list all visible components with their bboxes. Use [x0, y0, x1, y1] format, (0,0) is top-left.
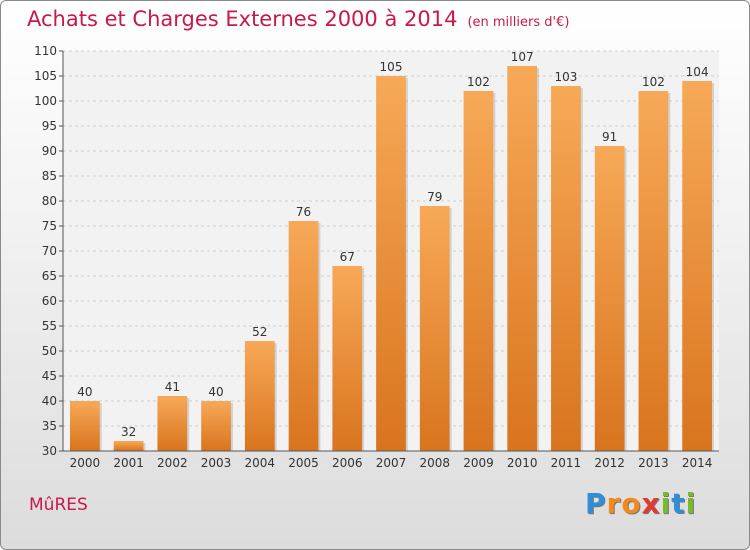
- logo-letter: i: [660, 487, 672, 520]
- x-tick-label: 2005: [288, 456, 319, 470]
- x-tick-label: 2012: [594, 456, 625, 470]
- logo-letter: x: [641, 487, 661, 520]
- y-tick-label: 105: [34, 69, 57, 83]
- x-tick-label: 2002: [157, 456, 188, 470]
- x-tick-label: 2000: [70, 456, 101, 470]
- logo-letter: i: [685, 487, 697, 520]
- data-label: 91: [602, 130, 617, 144]
- bar: [638, 91, 669, 451]
- y-tick-label: 85: [42, 169, 57, 183]
- data-label: 32: [121, 425, 136, 439]
- x-tick-label: 2007: [376, 456, 407, 470]
- x-tick-labels: 2000 2001 2002 2003 2004 2005 2006 2007 2008 2009…: [70, 456, 713, 470]
- data-label: 52: [252, 325, 267, 339]
- data-label: 105: [380, 60, 403, 74]
- data-label: 40: [208, 385, 223, 399]
- y-tick-labels: 30 35 40 45 50 55 60 65 70 75 80 85 90 95 100 105 110: [34, 44, 57, 458]
- bar: [507, 66, 538, 451]
- y-tick-label: 55: [42, 319, 57, 333]
- bar: [682, 81, 713, 451]
- bar: [332, 266, 363, 451]
- y-tick-label: 80: [42, 194, 57, 208]
- x-tick-label: 2001: [113, 456, 144, 470]
- bar: [376, 76, 406, 451]
- bar: [201, 401, 231, 451]
- data-label: 67: [340, 250, 355, 264]
- x-tick-label: 2008: [419, 456, 450, 470]
- commune-name: MûRES: [29, 495, 88, 515]
- y-tick-label: 90: [42, 144, 57, 158]
- bar: [157, 396, 188, 451]
- bar: [288, 221, 319, 451]
- y-tick-label: 45: [42, 369, 57, 383]
- x-tick-label: 2014: [682, 456, 713, 470]
- x-tick-label: 2004: [245, 456, 276, 470]
- chart-subtitle: (en milliers d'€): [467, 15, 570, 30]
- axes: [62, 51, 719, 452]
- data-labels: 40 32 41 40 52 76 67 105 79 102 107 103 91 102 104: [77, 50, 708, 439]
- proxiti-logo: Proxiti: [585, 487, 696, 520]
- y-tick-label: 75: [42, 219, 57, 233]
- data-label: 104: [686, 65, 709, 79]
- chart-title-text: Achats et Charges Externes 2000 à 2014: [27, 7, 458, 31]
- logo-letter: t: [671, 487, 686, 520]
- bar: [69, 401, 100, 451]
- bar: [419, 206, 450, 451]
- data-label: 107: [511, 50, 534, 64]
- data-label: 41: [165, 380, 180, 394]
- y-tick-label: 35: [42, 419, 57, 433]
- y-tick-label: 65: [42, 269, 57, 283]
- y-tick-label: 60: [42, 294, 57, 308]
- y-tick-label: 110: [34, 44, 57, 58]
- x-tick-label: 2013: [638, 456, 669, 470]
- data-label: 76: [296, 205, 311, 219]
- logo-letter: o: [621, 487, 642, 520]
- bar: [113, 441, 144, 451]
- bar: [551, 86, 581, 451]
- chart-title: Achats et Charges Externes 2000 à 2014 (e…: [27, 7, 569, 31]
- bars: [69, 66, 715, 451]
- x-tick-label: 2003: [201, 456, 232, 470]
- y-tick-label: 100: [34, 94, 57, 108]
- y-tick-label: 30: [42, 444, 57, 458]
- bar: [463, 91, 494, 451]
- data-label: 40: [77, 385, 92, 399]
- y-tick-label: 50: [42, 344, 57, 358]
- y-tick-label: 40: [42, 394, 57, 408]
- x-tick-label: 2009: [463, 456, 494, 470]
- bar: [594, 146, 625, 451]
- x-tick-label: 2011: [551, 456, 582, 470]
- data-label: 103: [554, 70, 577, 84]
- y-tick-label: 95: [42, 119, 57, 133]
- x-tick-label: 2010: [507, 456, 538, 470]
- data-label: 79: [427, 190, 442, 204]
- data-label: 102: [642, 75, 665, 89]
- bar: [244, 341, 275, 451]
- data-label: 102: [467, 75, 490, 89]
- x-tick-label: 2006: [332, 456, 363, 470]
- logo-letter: P: [585, 487, 607, 520]
- logo-letter: r: [606, 487, 622, 520]
- y-tick-label: 70: [42, 244, 57, 258]
